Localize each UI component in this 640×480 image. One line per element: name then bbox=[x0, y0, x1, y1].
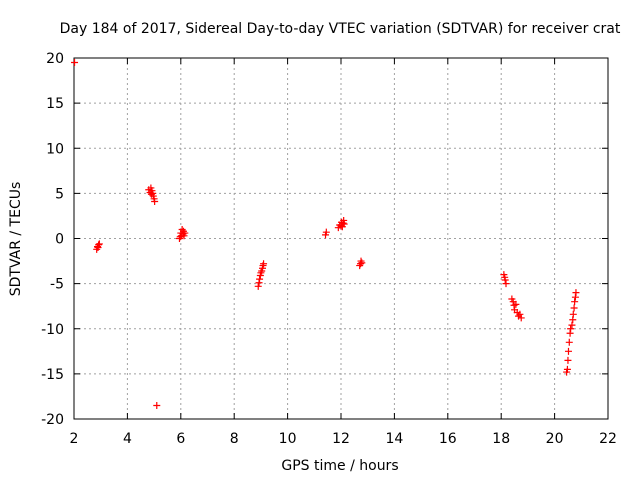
y-axis-label: SDTVAR / TECUs bbox=[8, 182, 24, 297]
data-point bbox=[340, 220, 348, 228]
x-tick-label: 16 bbox=[439, 431, 457, 447]
data-point bbox=[322, 228, 330, 236]
data-point bbox=[564, 347, 572, 355]
y-tick-label: -15 bbox=[41, 367, 64, 383]
data-point bbox=[71, 59, 79, 67]
y-tick-label: 0 bbox=[55, 232, 64, 248]
data-point bbox=[358, 259, 366, 267]
y-tick-label: 5 bbox=[55, 186, 64, 202]
data-point bbox=[517, 314, 525, 322]
data-point bbox=[501, 276, 509, 284]
y-tick-label: -5 bbox=[50, 277, 64, 293]
y-tick-label: 10 bbox=[46, 141, 64, 157]
data-point bbox=[568, 321, 576, 329]
data-point bbox=[571, 298, 579, 306]
data-point bbox=[181, 229, 189, 237]
data-point bbox=[516, 310, 524, 318]
gridlines bbox=[74, 58, 608, 419]
data-point bbox=[572, 289, 580, 297]
x-tick-label: 18 bbox=[492, 431, 510, 447]
data-point bbox=[260, 260, 268, 268]
data-point bbox=[565, 338, 573, 346]
data-point bbox=[502, 280, 510, 288]
x-axis-label: GPS time / hours bbox=[281, 458, 398, 474]
x-tick-label: 12 bbox=[332, 431, 350, 447]
x-tick-label: 8 bbox=[230, 431, 239, 447]
x-tick-label: 2 bbox=[70, 431, 79, 447]
x-tick-label: 4 bbox=[123, 431, 132, 447]
x-tick-label: 10 bbox=[279, 431, 297, 447]
data-point bbox=[563, 365, 571, 373]
data-point bbox=[256, 275, 264, 283]
x-tick-label: 6 bbox=[176, 431, 185, 447]
data-point bbox=[254, 282, 262, 290]
data-point bbox=[567, 325, 575, 333]
y-tick-label: 20 bbox=[46, 51, 64, 67]
data-point bbox=[95, 241, 103, 249]
data-points bbox=[71, 59, 580, 409]
x-tick-label: 14 bbox=[385, 431, 403, 447]
x-tick-label: 20 bbox=[546, 431, 564, 447]
y-tick-label: 15 bbox=[46, 96, 64, 112]
data-point bbox=[564, 356, 572, 364]
data-point bbox=[569, 310, 577, 318]
x-tick-label: 22 bbox=[599, 431, 617, 447]
data-point bbox=[153, 401, 161, 409]
y-tick-label: -20 bbox=[41, 412, 64, 428]
data-point bbox=[570, 304, 578, 312]
data-point bbox=[95, 240, 103, 248]
chart-title: Day 184 of 2017, Sidereal Day-to-day VTE… bbox=[60, 21, 621, 37]
y-tick-label: -10 bbox=[41, 322, 64, 338]
axis-ticks: 2 4 6 8 10 12 14 16 18 20 22 -20 -15 -10 -5 0 5 10 15 20 bbox=[41, 51, 617, 447]
data-point bbox=[151, 197, 159, 205]
data-point bbox=[512, 300, 520, 308]
